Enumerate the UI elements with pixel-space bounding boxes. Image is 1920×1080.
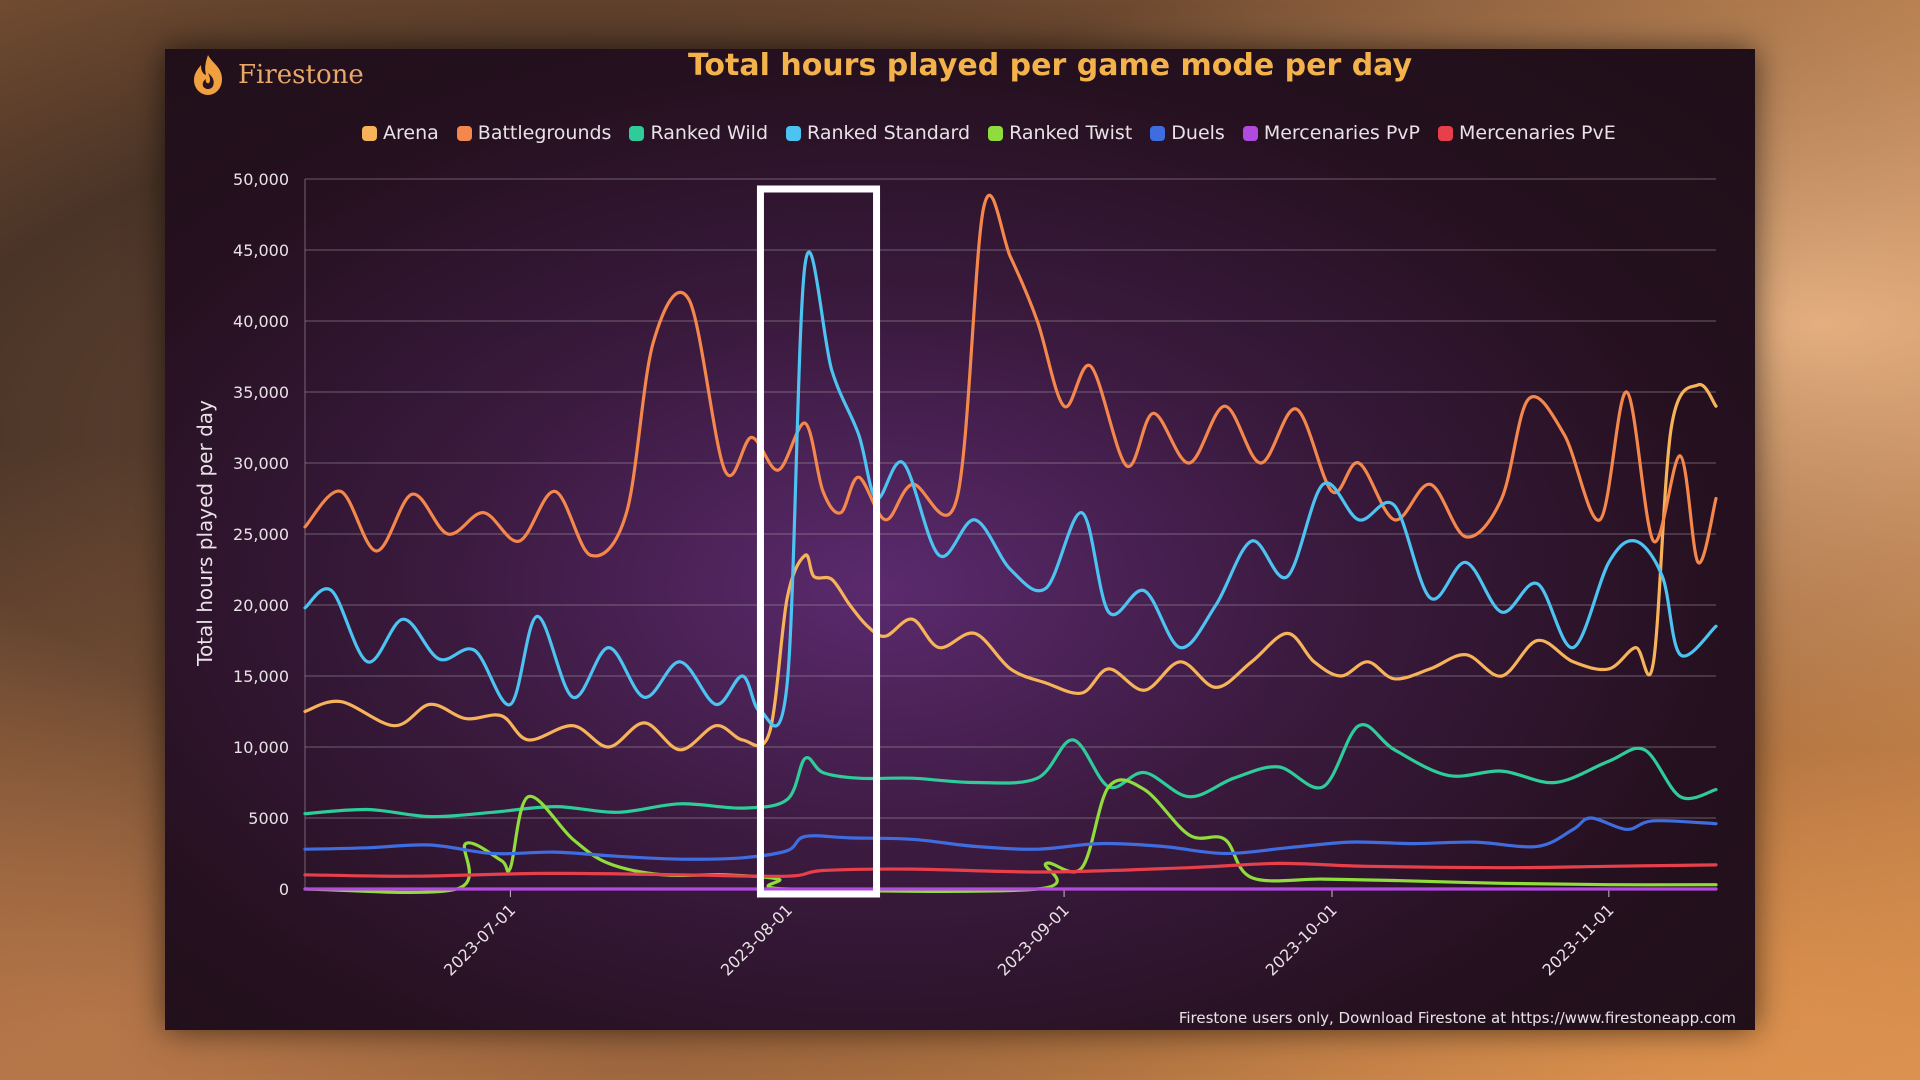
legend-swatch <box>786 125 802 141</box>
legend-item[interactable]: Ranked Wild <box>629 122 768 144</box>
x-tick-label: 2023-11-01 <box>1538 900 1617 979</box>
legend-label: Ranked Wild <box>650 122 769 144</box>
y-tick-label: 0 <box>279 880 289 899</box>
brand: Firestone <box>190 50 364 100</box>
legend-swatch <box>1438 125 1454 141</box>
legend: Arena Battlegrounds Ranked Wild Ranked Stan… <box>362 118 1616 148</box>
legend-swatch <box>988 125 1004 141</box>
series-line-ranked-twist <box>303 778 1718 894</box>
legend-label: Battlegrounds <box>477 122 612 144</box>
legend-swatch <box>1242 125 1258 141</box>
y-tick-label: 45,000 <box>233 241 289 260</box>
x-tick-label: 2023-07-01 <box>440 900 519 979</box>
legend-item[interactable]: Mercenaries PvP <box>1242 122 1421 144</box>
legend-label: Ranked Standard <box>807 122 971 144</box>
x-tick-label: 2023-09-01 <box>994 900 1073 979</box>
legend-swatch <box>629 125 645 141</box>
legend-item[interactable]: Mercenaries PvE <box>1438 122 1616 144</box>
legend-label: Duels <box>1171 122 1225 144</box>
legend-item[interactable]: Ranked Standard <box>786 122 970 144</box>
series-line-ranked-standard <box>303 250 1718 728</box>
legend-label: Mercenaries PvE <box>1459 122 1616 144</box>
y-tick-label: 20,000 <box>233 596 289 615</box>
legend-swatch <box>362 125 377 141</box>
legend-label: Ranked Twist <box>1009 122 1133 144</box>
legend-label: Mercenaries PvP <box>1263 122 1421 144</box>
legend-item[interactable]: Ranked Twist <box>988 122 1132 144</box>
legend-label: Arena <box>383 122 439 144</box>
y-tick-label: 25,000 <box>233 525 289 544</box>
y-tick-label: 35,000 <box>233 383 289 402</box>
chart-title: Total hours played per game mode per day <box>687 48 1413 83</box>
y-tick-label: 50,000 <box>233 170 289 189</box>
series-line-mercenaries-pve <box>303 861 1718 878</box>
footer-note: Firestone users only, Download Firestone… <box>1178 1009 1736 1027</box>
x-tick-label: 2023-08-01 <box>717 900 796 979</box>
series-line-battlegrounds <box>303 193 1718 565</box>
series-line-arena <box>303 383 1718 752</box>
brand-name: Firestone <box>238 60 364 90</box>
flame-icon <box>194 55 222 95</box>
legend-item[interactable]: Battlegrounds <box>456 122 612 144</box>
legend-item[interactable]: Arena <box>362 122 439 144</box>
series-line-duels <box>303 816 1718 861</box>
legend-swatch <box>456 125 472 141</box>
y-tick-label: 30,000 <box>233 454 289 473</box>
x-tick-label: 2023-10-01 <box>1262 900 1341 979</box>
highlight-box <box>756 185 881 898</box>
y-tick-label: 40,000 <box>233 312 289 331</box>
series-line-ranked-wild <box>303 723 1718 819</box>
y-tick-label: 5000 <box>248 809 289 828</box>
y-tick-label: 15,000 <box>233 667 289 686</box>
legend-swatch <box>1150 125 1166 141</box>
y-axis-label: Total hours played per day <box>193 400 217 666</box>
legend-item[interactable]: Duels <box>1150 122 1225 144</box>
y-tick-label: 10,000 <box>233 738 289 757</box>
